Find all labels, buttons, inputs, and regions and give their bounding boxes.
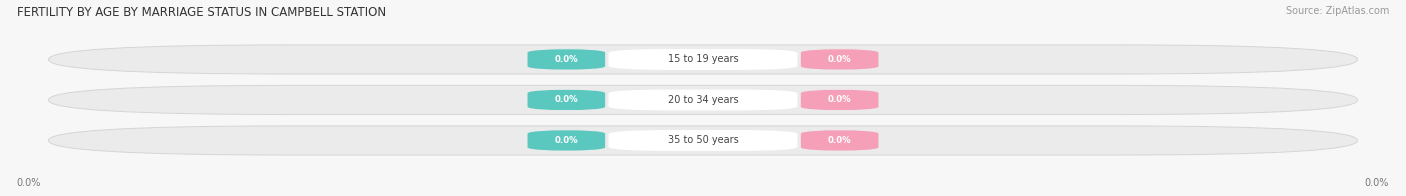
FancyBboxPatch shape [609, 130, 797, 151]
Text: 0.0%: 0.0% [554, 55, 578, 64]
FancyBboxPatch shape [801, 130, 879, 151]
Text: 0.0%: 0.0% [17, 178, 41, 188]
FancyBboxPatch shape [801, 49, 879, 70]
Text: 0.0%: 0.0% [828, 136, 852, 145]
FancyBboxPatch shape [48, 126, 1358, 155]
Text: 0.0%: 0.0% [554, 136, 578, 145]
FancyBboxPatch shape [527, 130, 605, 151]
Text: FERTILITY BY AGE BY MARRIAGE STATUS IN CAMPBELL STATION: FERTILITY BY AGE BY MARRIAGE STATUS IN C… [17, 6, 387, 19]
FancyBboxPatch shape [609, 49, 797, 70]
Text: 0.0%: 0.0% [828, 55, 852, 64]
FancyBboxPatch shape [527, 49, 605, 70]
FancyBboxPatch shape [48, 45, 1358, 74]
Text: 15 to 19 years: 15 to 19 years [668, 54, 738, 64]
FancyBboxPatch shape [48, 85, 1358, 114]
FancyBboxPatch shape [527, 89, 605, 111]
Text: 0.0%: 0.0% [554, 95, 578, 104]
FancyBboxPatch shape [609, 89, 797, 111]
Text: 0.0%: 0.0% [828, 95, 852, 104]
Text: Source: ZipAtlas.com: Source: ZipAtlas.com [1285, 6, 1389, 16]
Text: 0.0%: 0.0% [1365, 178, 1389, 188]
FancyBboxPatch shape [801, 89, 879, 111]
Text: 20 to 34 years: 20 to 34 years [668, 95, 738, 105]
Text: 35 to 50 years: 35 to 50 years [668, 135, 738, 145]
